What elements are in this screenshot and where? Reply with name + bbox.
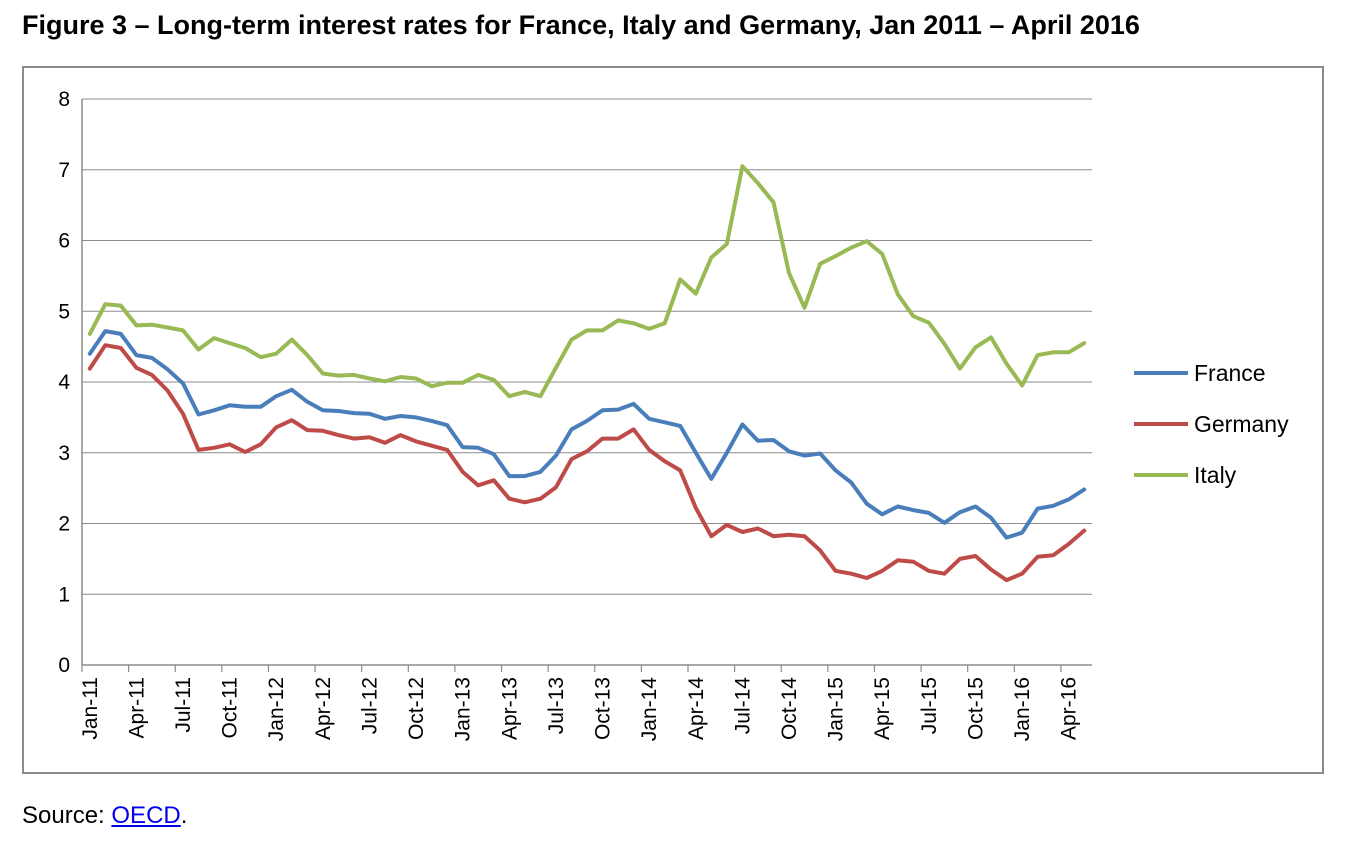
x-tick-label-Jan-14: Jan-14	[638, 677, 661, 742]
y-axis: 0 1 2 3 4 5 6 7 8	[58, 88, 83, 677]
line-chart: 0 1 2 3 4 5 6 7 8 Jan-11 Apr-11 Jul-11 Oct-11 Jan-12…	[58, 88, 1289, 742]
y-tick-label-5: 5	[58, 300, 70, 323]
x-tick-label-Apr-16: Apr-16	[1058, 677, 1081, 740]
y-tick-label-7: 7	[58, 159, 70, 182]
y-tick-label-2: 2	[58, 513, 70, 536]
x-tick-label-Apr-11: Apr-11	[125, 677, 148, 738]
x-tick-label-Jan-15: Jan-15	[825, 677, 848, 741]
y-tick-label-8: 8	[58, 88, 70, 111]
source-note: Source: OECD.	[22, 802, 187, 830]
x-tick-label-Apr-15: Apr-15	[871, 677, 894, 740]
oecd-link[interactable]: OECD	[111, 802, 181, 829]
y-tick-label-1: 1	[58, 583, 70, 606]
series-lines	[87, 164, 1087, 583]
x-tick-label-Oct-13: Oct-13	[592, 677, 615, 740]
y-tick-label-4: 4	[58, 371, 70, 394]
series-line-france	[87, 329, 1087, 540]
source-suffix: .	[180, 802, 188, 829]
x-tick-label-Jan-12: Jan-12	[265, 677, 288, 741]
y-tick-label-0: 0	[58, 654, 70, 677]
figure-title: Figure 3 – Long-term interest rates for …	[22, 10, 1140, 40]
y-tick-label-3: 3	[58, 442, 70, 465]
x-tick-label-Apr-14: Apr-14	[685, 677, 708, 740]
source-prefix: Source:	[22, 802, 112, 829]
x-tick-label-Oct-12: Oct-12	[405, 677, 428, 740]
x-tick-label-Apr-13: Apr-13	[498, 677, 521, 740]
legend-label-germany: Germany	[1194, 411, 1289, 437]
x-tick-label-Oct-15: Oct-15	[964, 677, 987, 740]
x-tick-label-Jan-13: Jan-13	[452, 677, 475, 741]
x-tick-label-Jul-15: Jul-15	[918, 677, 941, 734]
x-tick-label-Jul-11: Jul-11	[172, 677, 195, 733]
series-line-italy	[87, 164, 1087, 399]
x-tick-label-Oct-11: Oct-11	[219, 677, 242, 738]
x-tick-label-Oct-14: Oct-14	[778, 677, 801, 740]
legend-label-italy: Italy	[1194, 462, 1237, 488]
legend: France Germany Italy	[1134, 360, 1289, 488]
x-tick-label-Jan-16: Jan-16	[1011, 677, 1034, 741]
chart-frame: 0 1 2 3 4 5 6 7 8 Jan-11 Apr-11 Jul-11 Oct-11 Jan-12…	[22, 66, 1324, 774]
x-tick-label-Jul-12: Jul-12	[358, 677, 381, 734]
x-axis: Jan-11 Apr-11 Jul-11 Oct-11 Jan-12 Apr-12 Jul-…	[79, 664, 1092, 742]
series-line-germany	[87, 343, 1087, 583]
y-tick-label-6: 6	[58, 230, 70, 253]
x-tick-label-Jan-11: Jan-11	[79, 677, 102, 740]
x-tick-label-Jul-13: Jul-13	[545, 677, 568, 734]
legend-label-france: France	[1194, 360, 1266, 386]
x-tick-label-Apr-12: Apr-12	[312, 677, 335, 740]
x-tick-label-Jul-14: Jul-14	[731, 677, 754, 735]
